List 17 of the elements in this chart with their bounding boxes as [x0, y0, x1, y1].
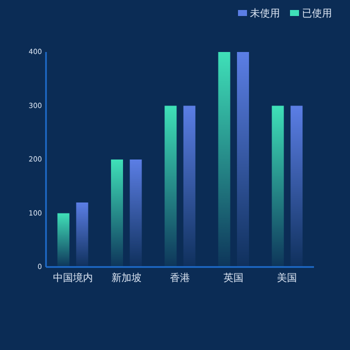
bar: [164, 106, 177, 267]
bar: [290, 106, 303, 267]
bar: [218, 52, 230, 267]
x-tick-label: 中国境内: [52, 272, 93, 284]
bar: [183, 106, 196, 267]
legend-label: 已使用: [302, 8, 332, 20]
bar: [236, 52, 249, 267]
x-tick-label: 新加坡: [111, 272, 142, 284]
x-tick-label: 英国: [224, 272, 244, 284]
bar: [76, 202, 88, 267]
bar: [272, 106, 284, 267]
bar: [57, 213, 70, 267]
x-tick-label: 香港: [170, 272, 190, 284]
bar: [111, 160, 124, 267]
legend-label: 未使用: [250, 8, 280, 20]
bar: [130, 160, 142, 267]
x-tick-label: 美国: [277, 272, 298, 284]
